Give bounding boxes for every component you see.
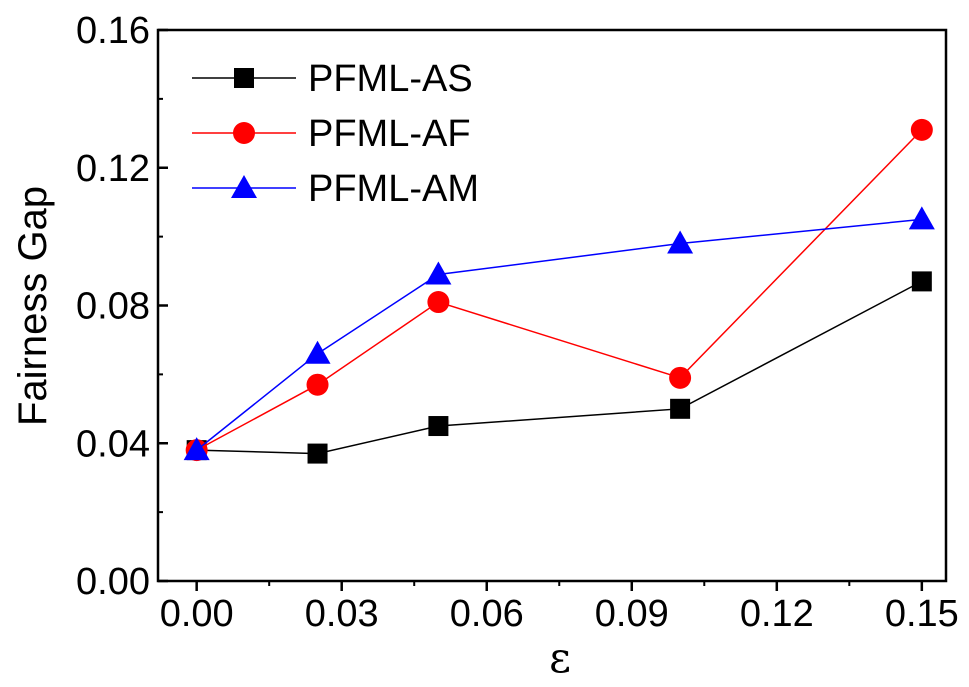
- x-tick-label: 0.09: [595, 593, 669, 635]
- data-point: [304, 340, 331, 364]
- legend-marker: [234, 68, 254, 88]
- y-tick-label: 0.08: [76, 286, 150, 328]
- data-point: [183, 437, 210, 461]
- series-line: [196, 129, 923, 451]
- data-point: [427, 291, 450, 314]
- data-point: [910, 118, 933, 141]
- x-tick-label: 0.06: [450, 593, 524, 635]
- x-axis-label: ε: [549, 633, 571, 682]
- series-pfml-af: [185, 118, 933, 462]
- plot-frame: [156, 28, 948, 583]
- data-point: [425, 261, 452, 285]
- series-layer: [183, 118, 935, 464]
- legend-label: PFML-AS: [308, 58, 473, 100]
- series-line: [196, 280, 923, 455]
- legend: PFML-AS PFML-AF PFML-AM: [192, 58, 479, 210]
- series-pfml-am: [183, 206, 935, 461]
- legend-label: PFML-AM: [308, 168, 479, 210]
- y-tick-label: 0.00: [76, 561, 150, 603]
- data-point: [428, 416, 449, 437]
- series-line: [196, 218, 922, 451]
- x-tick-label: 0.12: [740, 593, 814, 635]
- y-axis: 0.00 0.04 0.08 0.12 0.16: [76, 10, 168, 603]
- series-pfml-as: [186, 271, 932, 464]
- x-tick-label: 0.15: [885, 593, 959, 635]
- data-point: [911, 271, 932, 292]
- data-point: [908, 206, 935, 230]
- data-point: [667, 230, 694, 254]
- x-tick-label: 0.03: [305, 593, 379, 635]
- data-point: [306, 373, 329, 396]
- legend-item-pfml-af: PFML-AF: [192, 113, 471, 155]
- data-point: [669, 366, 692, 389]
- legend-marker: [233, 122, 255, 144]
- legend-label: PFML-AF: [308, 113, 471, 155]
- y-axis-label: Fairness Gap: [11, 186, 55, 426]
- x-tick-label: 0.00: [160, 593, 234, 635]
- x-axis: 0.00 0.03 0.06 0.09 0.12 0.15: [160, 581, 959, 635]
- data-point: [307, 443, 328, 464]
- y-tick-label: 0.04: [76, 423, 150, 465]
- y-tick-label: 0.16: [76, 10, 150, 52]
- legend-item-pfml-as: PFML-AS: [192, 58, 473, 100]
- legend-item-pfml-am: PFML-AM: [192, 168, 479, 210]
- legend-marker: [231, 175, 257, 198]
- y-tick-label: 0.12: [76, 148, 150, 190]
- data-point: [670, 398, 691, 419]
